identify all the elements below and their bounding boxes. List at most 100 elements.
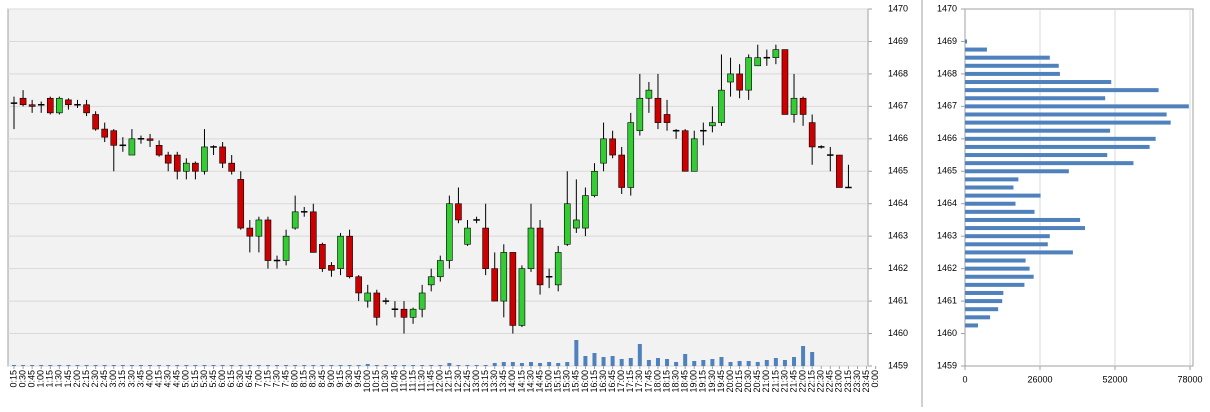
candle-body	[28, 104, 36, 107]
candle-body	[736, 73, 743, 91]
x-tick-label: 13:45	[498, 370, 508, 393]
x-tick-label: 0:15	[8, 370, 18, 388]
volume-bar	[402, 365, 407, 366]
volume-bar	[637, 344, 642, 366]
x-tick-label: 9:45	[353, 370, 363, 388]
volume-bar	[674, 362, 679, 366]
volume-bar	[66, 365, 71, 366]
x-tick-label: 10:15	[371, 370, 381, 393]
volume-bar	[184, 365, 189, 366]
volume-bar	[347, 365, 352, 366]
y-tick-label: 1466	[937, 133, 957, 143]
volume-bar	[30, 365, 35, 366]
candle-body	[300, 211, 308, 213]
candle-body	[772, 49, 780, 58]
x-tick-label: 11:00	[398, 370, 408, 392]
x-tick-label: 19:45	[716, 370, 726, 393]
candle-body	[781, 49, 789, 115]
volume-bar	[311, 365, 316, 366]
candle-body	[128, 138, 136, 156]
candle-body	[65, 99, 72, 106]
x-tick-label: 14:15	[516, 370, 526, 393]
x-tick-label: 12:45	[462, 370, 472, 393]
candle-body	[554, 252, 562, 286]
x-tick-label: 20:00	[725, 370, 735, 393]
candle-body	[192, 162, 199, 172]
x-tick-label: 11:45	[426, 370, 436, 392]
candle-body	[464, 227, 471, 245]
candle-body	[709, 122, 716, 127]
y-tick-label: 1463	[888, 231, 908, 241]
x-tick-label: 21:30	[779, 370, 789, 393]
candle-body	[164, 154, 172, 164]
volume-bar	[383, 365, 388, 366]
x-tick-label: 23:30	[852, 370, 862, 393]
bar	[965, 136, 1156, 141]
volume-bar	[701, 360, 706, 366]
x-tick-label: 15:15	[553, 370, 563, 393]
volume-bar	[265, 365, 270, 366]
bar	[965, 299, 1003, 304]
volume-bar	[719, 357, 724, 366]
candle-body	[237, 179, 245, 229]
x-tick-label: 0	[962, 374, 967, 384]
bar	[965, 209, 1035, 214]
bar	[965, 71, 1060, 76]
x-tick-label: 1:15	[45, 370, 55, 388]
volume-bar	[39, 365, 44, 366]
x-tick-label: 9:00	[326, 370, 336, 388]
candle-body	[473, 219, 480, 221]
x-tick-label: 20:30	[743, 370, 753, 393]
candle-body	[246, 227, 254, 237]
bar	[965, 307, 999, 312]
candle-body	[808, 122, 816, 148]
x-tick-label: 5:45	[208, 370, 218, 388]
candle-body	[591, 170, 598, 196]
x-tick-label: 17:45	[643, 370, 653, 393]
x-tick-label: 16:00	[580, 370, 590, 393]
x-tick-label: 23:15	[843, 370, 853, 393]
y-tick-label: 1465	[888, 166, 908, 176]
candle-body	[536, 227, 544, 286]
bar	[965, 315, 991, 320]
candle-body	[137, 138, 145, 140]
bar	[965, 80, 1112, 85]
volume-bar	[483, 365, 488, 366]
candle-body	[19, 97, 27, 106]
volume-bar	[601, 357, 606, 366]
x-tick-label: 19:15	[698, 370, 708, 393]
volume-bar	[628, 358, 633, 366]
bar	[965, 39, 968, 44]
candle-body	[228, 162, 235, 172]
candle-body	[155, 145, 163, 156]
candle-body	[491, 268, 499, 302]
y-tick-label: 1464	[888, 198, 908, 208]
x-tick-label: 11:15	[407, 370, 417, 392]
bar	[965, 88, 1159, 93]
volume-bar	[175, 365, 180, 366]
volume-bar	[782, 360, 787, 366]
volume-bar	[692, 361, 697, 366]
x-tick-label: 15:45	[571, 370, 581, 393]
candle-body	[56, 97, 63, 114]
volume-bar	[320, 365, 325, 366]
x-tick-label: 22:45	[825, 370, 835, 393]
volume-bar	[792, 357, 797, 366]
volume-bar	[538, 363, 543, 366]
bar	[965, 323, 978, 328]
volume-bar	[764, 360, 769, 366]
bar	[965, 226, 1085, 231]
x-tick-label: 18:00	[652, 370, 662, 393]
volume-bar	[474, 365, 479, 366]
y-tick-label: 1467	[937, 101, 957, 111]
candle-body	[110, 130, 118, 146]
x-tick-label: 4:30	[163, 370, 173, 388]
bar	[965, 169, 1069, 174]
bar	[965, 234, 1050, 239]
x-tick-label: 3:00	[108, 370, 118, 388]
x-tick-label: 19:30	[707, 370, 717, 393]
x-tick-label: 14:30	[525, 370, 535, 393]
y-tick-label: 1469	[888, 36, 908, 46]
candle-body	[310, 211, 317, 253]
x-tick-label: 3:15	[117, 370, 127, 388]
